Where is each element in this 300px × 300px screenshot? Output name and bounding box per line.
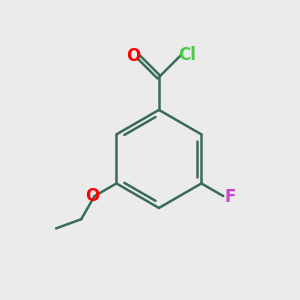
Text: O: O — [85, 187, 99, 205]
Text: F: F — [224, 188, 236, 206]
Text: Cl: Cl — [178, 46, 196, 64]
Text: O: O — [127, 47, 141, 65]
